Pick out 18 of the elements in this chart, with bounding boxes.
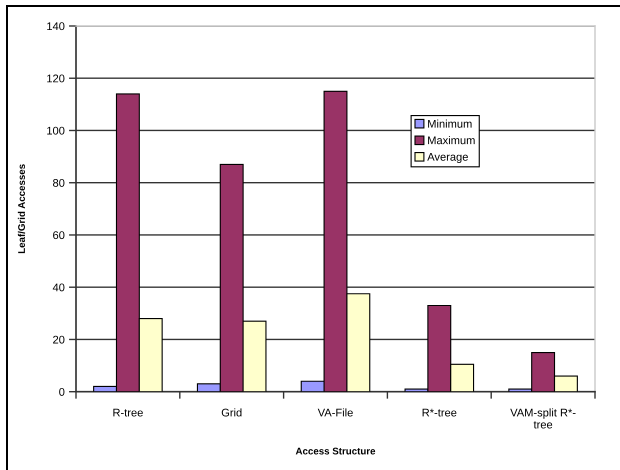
x-tick-label: R-tree [113, 408, 143, 417]
x-tick-label: R*-tree [422, 408, 456, 417]
x-axis-title: Access Structure [296, 448, 376, 454]
x-tick-label: Grid [222, 408, 242, 417]
legend-label: Minimum [428, 120, 472, 128]
y-tick-label: 140 [47, 22, 64, 30]
y-tick-label: 80 [53, 178, 64, 187]
y-axis-title: Leaf/Grid Accesses [18, 164, 26, 254]
legend-label: Maximum [428, 136, 475, 144]
y-tick-label: 40 [52, 283, 64, 292]
x-tick-label: VAM-split R*- tree [510, 408, 576, 428]
y-tick-label: 0 [59, 388, 64, 396]
legend-label: Average [427, 153, 468, 163]
y-tick-label: 120 [47, 74, 64, 82]
x-tick-label: VA-File [318, 408, 353, 417]
y-tick-label: 60 [53, 231, 64, 240]
y-tick-label: 100 [47, 126, 64, 135]
y-tick-label: 20 [53, 336, 64, 344]
